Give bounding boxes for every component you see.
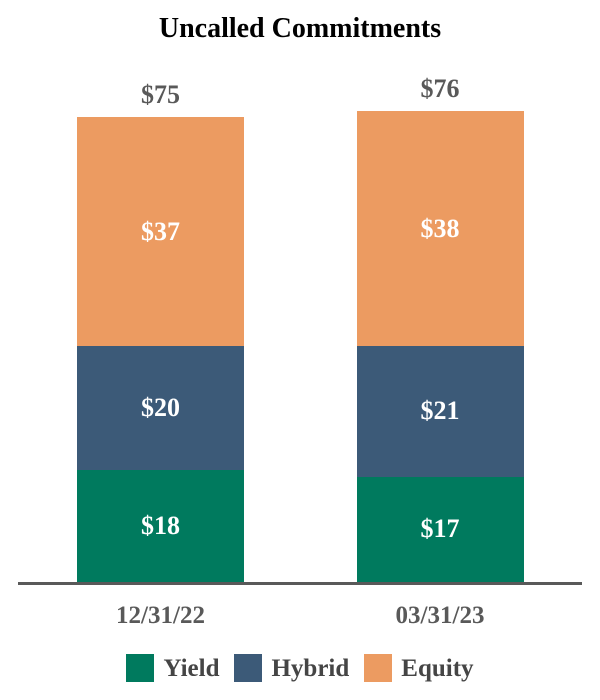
bar-segment-hybrid: $21 [356, 346, 524, 477]
legend-swatch-equity [364, 654, 393, 682]
legend-label: Hybrid [271, 654, 350, 682]
legend: Yield Hybrid Equity [0, 654, 600, 682]
legend-label: Yield [163, 654, 220, 682]
legend-item-hybrid: Hybrid [234, 654, 349, 682]
bar-segment-hybrid: $20 [77, 346, 244, 471]
legend-label: Equity [401, 654, 474, 682]
segment-value-label: $37 [141, 216, 180, 246]
segment-value-label: $38 [420, 213, 460, 243]
total-label: $75 [141, 80, 180, 109]
segment-value-label: $21 [420, 396, 460, 426]
bar-segment-equity: $38 [356, 110, 524, 347]
total-label: $76 [420, 73, 460, 103]
bar-segment-yield: $18 [77, 470, 244, 582]
segment-value-label: $20 [141, 393, 180, 423]
legend-swatch-hybrid [234, 654, 263, 682]
legend-item-yield: Yield [126, 654, 219, 682]
legend-swatch-yield [126, 654, 155, 682]
x-axis-line [18, 582, 582, 585]
bar-segment-equity: $37 [77, 117, 244, 347]
segment-value-label: $17 [420, 514, 460, 544]
segment-value-label: $18 [141, 511, 180, 541]
category-label: 12/31/22 [116, 602, 205, 629]
legend-item-equity: Equity [364, 654, 474, 682]
category-label: 03/31/23 [395, 602, 485, 629]
chart-title: Uncalled Commitments [158, 13, 442, 44]
bar-segment-yield: $17 [356, 476, 524, 582]
